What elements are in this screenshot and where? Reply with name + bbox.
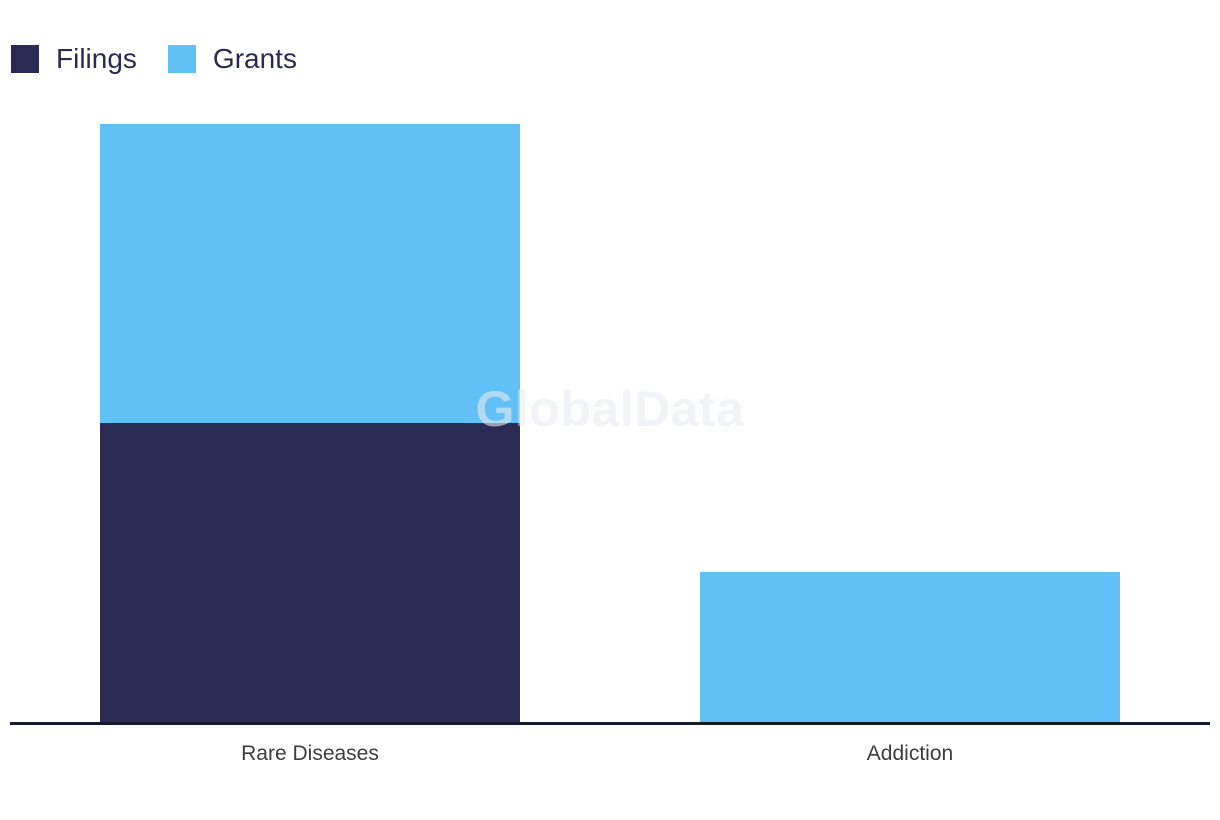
legend: Filings Grants	[11, 45, 297, 73]
x-axis-line	[10, 722, 1210, 725]
bar-rare-diseases-grants[interactable]	[100, 124, 520, 423]
legend-item-filings[interactable]: Filings	[11, 45, 137, 73]
legend-label: Filings	[56, 43, 137, 74]
bar-addiction-grants[interactable]	[700, 572, 1120, 722]
category-label-rare-diseases: Rare Diseases	[241, 742, 379, 765]
legend-item-grants[interactable]: Grants	[167, 43, 297, 74]
bar-rare-diseases-filings[interactable]	[100, 423, 520, 722]
legend-swatch-filings	[11, 45, 39, 73]
legend-label: Grants	[212, 43, 297, 74]
category-label-addiction: Addiction	[866, 742, 954, 765]
legend-swatch-grants	[167, 45, 196, 73]
